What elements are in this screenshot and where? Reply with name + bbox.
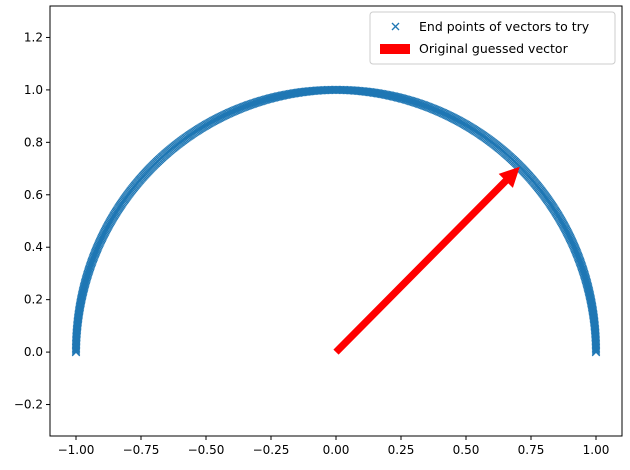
scatter-point xyxy=(71,345,81,354)
y-tick-label: 0.6 xyxy=(24,188,43,202)
x-tick-label: −0.25 xyxy=(253,443,290,457)
scatter-point xyxy=(71,346,81,355)
y-tick-label: −0.2 xyxy=(14,398,43,412)
legend-box xyxy=(369,11,616,65)
x-tick-label: 0.50 xyxy=(453,443,480,457)
y-tick-label: 0.0 xyxy=(24,345,43,359)
x-tick-label: 0.75 xyxy=(518,443,545,457)
legend-label-scatter: End points of vectors to try xyxy=(419,19,590,34)
scatter-series xyxy=(71,85,601,357)
axes-frame xyxy=(49,5,623,437)
scatter-point xyxy=(71,347,81,357)
guessed-vector-arrow xyxy=(333,166,520,355)
legend-label-arrow: Original guessed vector xyxy=(419,41,569,56)
scatter-point xyxy=(71,343,81,353)
x-tick-label: −1.00 xyxy=(58,443,95,457)
x-tick-label: 0.25 xyxy=(388,443,415,457)
y-tick-label: 0.8 xyxy=(24,135,43,149)
plot-area xyxy=(71,85,601,357)
axes: −1.00 −0.75 −0.50 −0.25 0.00 0.25 0.50 0.75 1.00… xyxy=(14,5,623,457)
y-tick-label: 0.2 xyxy=(24,293,43,307)
x-tick-label: 0.00 xyxy=(323,443,350,457)
y-tick-label: 0.4 xyxy=(24,240,43,254)
legend-marker-scatter xyxy=(391,22,400,31)
y-tick-label: 1.0 xyxy=(24,83,43,97)
x-tick-label: −0.75 xyxy=(123,443,160,457)
legend: End points of vectors to try Original gu… xyxy=(369,11,616,65)
legend-marker-arrow xyxy=(380,44,410,54)
x-tick-label: −0.50 xyxy=(188,443,225,457)
y-tick-label: 1.2 xyxy=(24,30,43,44)
x-tick-label: 1.00 xyxy=(583,443,610,457)
